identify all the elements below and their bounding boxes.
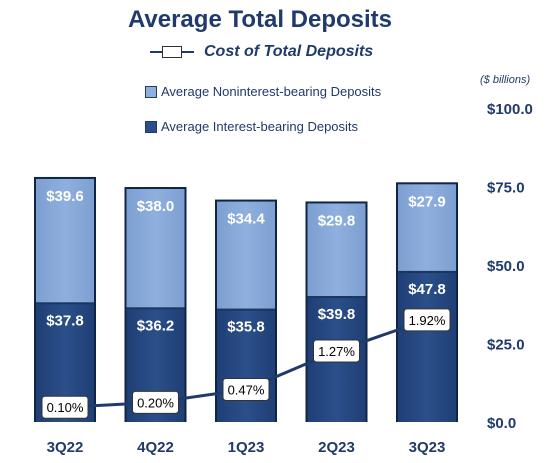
cost-point-label-3Q22: 0.10% [47, 400, 84, 415]
legend-interest-label: Average Interest-bearing Deposits [161, 119, 359, 134]
label-noninterest-3Q23: $27.9 [408, 193, 446, 210]
bar-separator-1Q23 [217, 308, 275, 311]
label-interest-1Q23: $35.8 [227, 319, 265, 336]
y-tick-75: $75.0 [487, 180, 525, 197]
legend-cost-of-deposits: Cost of Total Deposits [150, 42, 373, 62]
bar-separator-3Q23 [398, 270, 456, 273]
bar-noninterest-3Q23 [398, 184, 456, 272]
cost-point-box-4Q22 [132, 390, 179, 414]
cost-point-box-1Q23 [222, 377, 270, 401]
legend-line-label: Cost of Total Deposits [204, 43, 374, 60]
y-tick-0: $0.0 [487, 415, 516, 432]
noninterest-swatch-icon [145, 85, 157, 98]
bar-noninterest-2Q23 [307, 203, 366, 298]
label-interest-2Q23: $39.8 [318, 306, 356, 323]
label-noninterest-4Q22: $38.0 [137, 198, 175, 215]
label-noninterest-1Q23: $34.4 [227, 211, 265, 228]
bar-noninterest-4Q22 [126, 189, 185, 309]
bar-noninterest-3Q22 [36, 178, 94, 304]
chart-title: Average Total Deposits [127, 6, 393, 33]
bar-separator-3Q22 [36, 302, 94, 305]
cost-point-box-3Q23 [403, 308, 451, 332]
bar-interest-3Q23 [398, 271, 456, 422]
category-label-3Q23: 3Q23 [409, 439, 446, 456]
bar-separator-4Q22 [126, 307, 185, 310]
y-tick-100: $100.0 [487, 101, 533, 118]
legend-interest: Average Interest-bearing Deposits [145, 119, 358, 134]
legend-noninterest-label: Average Noninterest-bearing Deposits [161, 84, 382, 99]
interest-swatch-icon [145, 120, 157, 133]
cost-point-label-4Q22: 0.20% [137, 395, 174, 410]
line-swatch-icon [150, 45, 194, 59]
cost-point-label-1Q23: 0.47% [228, 382, 265, 397]
label-noninterest-2Q23: $29.8 [318, 212, 356, 229]
cost-point-label-2Q23: 1.27% [318, 344, 355, 359]
category-label-2Q23: 2Q23 [318, 439, 355, 456]
category-label-1Q23: 1Q23 [228, 439, 265, 456]
label-interest-3Q23: $47.8 [408, 281, 446, 298]
y-tick-25: $25.0 [487, 337, 525, 354]
category-label-3Q22: 3Q22 [47, 439, 84, 456]
label-noninterest-3Q22: $39.6 [46, 188, 84, 205]
label-interest-3Q22: $37.8 [46, 312, 84, 329]
units-label: ($ billions) [480, 74, 531, 86]
bar-noninterest-1Q23 [217, 201, 275, 310]
label-interest-4Q22: $36.2 [137, 317, 175, 334]
bar-interest-1Q23 [217, 309, 275, 422]
bar-separator-2Q23 [307, 296, 366, 299]
category-label-4Q22: 4Q22 [137, 439, 174, 456]
y-tick-50: $50.0 [487, 258, 525, 275]
cost-point-box-2Q23 [313, 339, 360, 363]
cost-point-box-3Q22 [41, 395, 89, 419]
cost-point-label-3Q23: 1.92% [409, 313, 446, 328]
legend-noninterest: Average Noninterest-bearing Deposits [145, 84, 381, 99]
